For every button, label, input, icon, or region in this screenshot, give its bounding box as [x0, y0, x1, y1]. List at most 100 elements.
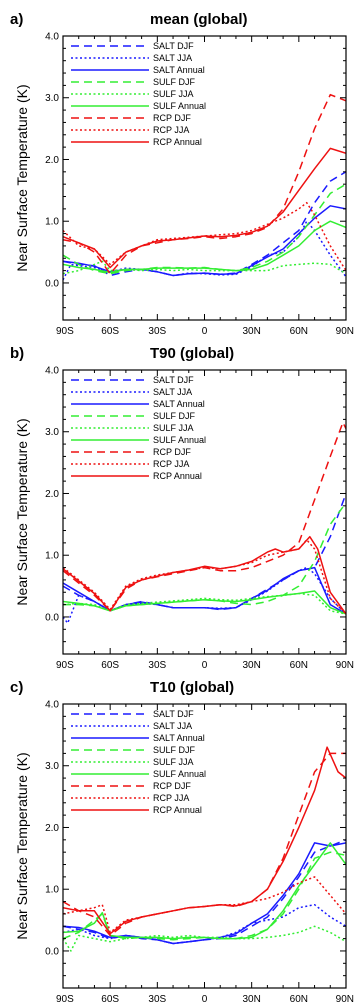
legend-label: SALT Annual	[153, 65, 205, 75]
plot-frame	[62, 369, 347, 655]
series-line-salt-djf	[63, 171, 346, 277]
series-line-rcp-annual	[63, 746, 346, 935]
legend-label: SALT DJF	[153, 709, 194, 719]
legend-label: RCP DJF	[153, 113, 191, 123]
legend-label: SULF JJA	[153, 423, 194, 433]
x-tick-label: 60S	[101, 994, 119, 1005]
series-group	[63, 93, 346, 281]
legend-label: RCP Annual	[153, 137, 202, 147]
y-tick-label: 4.0	[45, 366, 59, 377]
panel-label: b)	[10, 345, 24, 362]
plot-frame	[62, 703, 347, 989]
x-tick-label: 60N	[290, 326, 308, 337]
panel-label: c)	[10, 679, 23, 696]
legend-label: SULF JJA	[153, 89, 194, 99]
x-tick-label: 0	[202, 994, 208, 1005]
legend-label: SULF JJA	[153, 757, 194, 767]
legend-label: SALT JJA	[153, 53, 192, 63]
legend: SALT DJF SALT JJA SALT Annual SULF DJF SULF …	[71, 41, 206, 147]
x-tick-label: 90S	[56, 326, 74, 337]
series-line-rcp-jja	[63, 876, 346, 934]
y-tick-label: 2.0	[45, 823, 59, 834]
series-line-rcp-annual	[63, 535, 346, 615]
x-tick-label: 30N	[242, 326, 260, 337]
legend: SALT DJF SALT JJA SALT Annual SULF DJF SULF …	[71, 375, 206, 481]
y-tick-label: 1.0	[45, 217, 59, 228]
legend-label: SALT Annual	[153, 733, 205, 743]
legend-label: SALT JJA	[153, 387, 192, 397]
legend-label: RCP JJA	[153, 793, 189, 803]
series-line-rcp-jja	[63, 539, 346, 615]
x-tick-label: 30N	[242, 660, 260, 671]
series-line-sulf-annual	[63, 842, 346, 940]
x-tick-label: 60N	[290, 660, 308, 671]
legend-label: SULF DJF	[153, 411, 196, 421]
x-tick-label: 30S	[148, 326, 166, 337]
y-axis-label: Near Surface Temperature (K)	[14, 84, 30, 271]
panel-title: T10 (global)	[150, 679, 234, 696]
plot-frame	[62, 35, 347, 321]
series-line-rcp-djf	[63, 752, 346, 937]
legend-label: SULF DJF	[153, 745, 196, 755]
y-tick-label: 2.0	[45, 155, 59, 166]
x-tick-label: 30S	[148, 994, 166, 1005]
y-tick-label: 4.0	[45, 700, 59, 711]
x-tick-label: 90S	[56, 660, 74, 671]
legend: SALT DJF SALT JJA SALT Annual SULF DJF SULF …	[71, 709, 206, 815]
legend-label: SALT Annual	[153, 399, 205, 409]
panel-title: mean (global)	[150, 11, 248, 28]
x-tick-label: 0	[202, 660, 208, 671]
y-tick-label: 3.0	[45, 93, 59, 104]
legend-label: SULF Annual	[153, 101, 206, 111]
x-tick-label: 60S	[101, 660, 119, 671]
series-line-sulf-jja	[63, 925, 346, 952]
x-tick-label: 0	[202, 326, 208, 337]
x-tick-label: 90N	[336, 660, 354, 671]
legend-label: SULF DJF	[153, 77, 196, 87]
y-tick-label: 3.0	[45, 761, 59, 772]
x-tick-label: 30N	[242, 994, 260, 1005]
y-tick-label: 0.0	[45, 946, 59, 957]
y-axis-label: Near Surface Temperature (K)	[14, 418, 30, 605]
legend-label: SULF Annual	[153, 769, 206, 779]
y-tick-label: 0.0	[45, 612, 59, 623]
x-tick-label: 30S	[148, 660, 166, 671]
legend-label: RCP Annual	[153, 805, 202, 815]
x-tick-label: 90S	[56, 994, 74, 1005]
series-group	[63, 421, 346, 624]
legend-label: SALT DJF	[153, 41, 194, 51]
legend-label: SALT JJA	[153, 721, 192, 731]
series-line-rcp-annual	[63, 147, 346, 269]
y-tick-label: 3.0	[45, 427, 59, 438]
series-line-sulf-annual	[63, 220, 346, 274]
series-line-salt-annual	[63, 842, 346, 945]
legend-label: RCP DJF	[153, 781, 191, 791]
y-tick-label: 1.0	[45, 551, 59, 562]
y-tick-label: 0.0	[45, 278, 59, 289]
x-tick-label: 90N	[336, 326, 354, 337]
legend-label: RCP Annual	[153, 471, 202, 481]
legend-label: RCP JJA	[153, 459, 189, 469]
series-line-rcp-jja	[63, 201, 346, 272]
x-tick-label: 60S	[101, 326, 119, 337]
chart-panel-1: 0.0 1.0 2.0 3.0 4.0 90S 60S 30S 0 30N 60N 90N a) mean…	[10, 11, 354, 337]
panel-label: a)	[10, 11, 23, 28]
legend-label: SALT DJF	[153, 375, 194, 385]
y-axis-label: Near Surface Temperature (K)	[14, 752, 30, 939]
legend-label: RCP DJF	[153, 447, 191, 457]
chart-panel-2: 0.0 1.0 2.0 3.0 4.0 90S 60S 30S 0 30N 60N 90N b) T90 …	[10, 345, 354, 671]
y-tick-label: 2.0	[45, 489, 59, 500]
series-line-rcp-djf	[63, 421, 346, 612]
panel-title: T90 (global)	[150, 345, 234, 362]
series-line-salt-jja	[63, 566, 346, 624]
x-tick-label: 90N	[336, 994, 354, 1005]
y-tick-label: 4.0	[45, 32, 59, 43]
y-tick-label: 1.0	[45, 885, 59, 896]
x-tick-label: 60N	[290, 994, 308, 1005]
legend-label: SULF Annual	[153, 435, 206, 445]
chart-panel-3: 0.0 1.0 2.0 3.0 4.0 90S 60S 30S 0 30N 60N 90N c) T10 …	[10, 679, 354, 1005]
legend-label: RCP JJA	[153, 125, 189, 135]
series-line-sulf-jja	[63, 260, 346, 275]
series-group	[63, 746, 346, 952]
